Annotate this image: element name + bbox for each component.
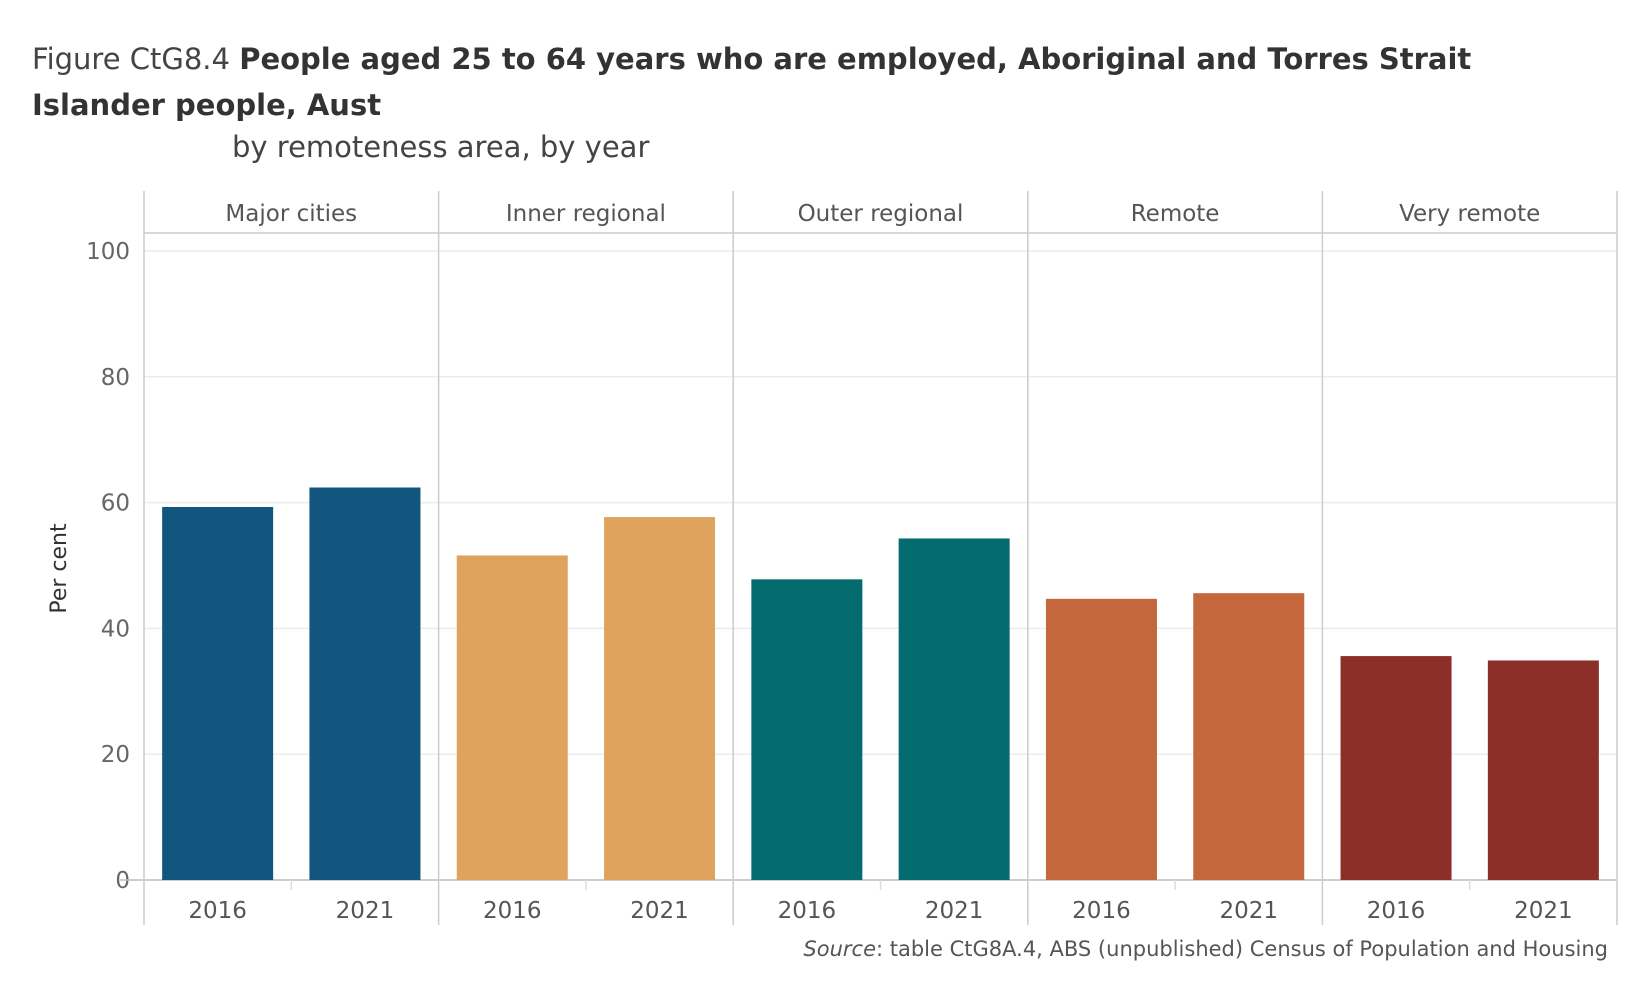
x-tick-label: 2021 bbox=[1514, 898, 1573, 924]
y-tick-label: 0 bbox=[115, 868, 130, 894]
y-tick-label: 60 bbox=[101, 491, 130, 517]
source-note: Source: table CtG8A.4, ABS (unpublished)… bbox=[803, 937, 1608, 961]
bar bbox=[309, 487, 421, 880]
bar bbox=[1487, 660, 1599, 880]
x-tick-label: 2016 bbox=[188, 898, 247, 924]
figure-number: Figure CtG8.4 bbox=[32, 42, 230, 76]
panel-header-label: Remote bbox=[1131, 201, 1220, 227]
y-tick-label: 100 bbox=[86, 239, 130, 265]
panel-header-label: Outer regional bbox=[798, 201, 964, 227]
source-text: : table CtG8A.4, ABS (unpublished) Censu… bbox=[876, 937, 1608, 961]
x-tick-label: 2016 bbox=[1367, 898, 1426, 924]
panel-header-label: Major cities bbox=[225, 201, 357, 227]
y-tick-label: 80 bbox=[101, 365, 130, 391]
x-tick-label: 2016 bbox=[778, 898, 837, 924]
y-tick-label: 20 bbox=[101, 742, 130, 768]
bar bbox=[751, 579, 863, 880]
source-label: Source bbox=[803, 937, 876, 961]
panel-header-label: Very remote bbox=[1399, 201, 1540, 227]
chart-title-block: Figure CtG8.4 People aged 25 to 64 years… bbox=[32, 36, 1592, 128]
x-tick-label: 2021 bbox=[925, 898, 984, 924]
bar bbox=[456, 555, 568, 880]
title-text: People aged 25 to 64 years who are emplo… bbox=[32, 42, 1472, 122]
y-tick-label: 40 bbox=[101, 616, 130, 642]
chart-title: Figure CtG8.4 People aged 25 to 64 years… bbox=[32, 36, 1592, 128]
x-tick-label: 2021 bbox=[630, 898, 689, 924]
bar bbox=[1340, 656, 1452, 880]
x-tick-label: 2021 bbox=[336, 898, 395, 924]
x-tick-label: 2016 bbox=[483, 898, 542, 924]
x-tick-label: 2016 bbox=[1072, 898, 1131, 924]
x-tick-label: 2021 bbox=[1219, 898, 1278, 924]
bar bbox=[898, 538, 1010, 880]
bar bbox=[1045, 598, 1157, 880]
chart-subtitle: by remoteness area, by year bbox=[232, 130, 650, 164]
bar bbox=[604, 517, 716, 880]
bar bbox=[1193, 593, 1305, 880]
y-axis-label: Per cent bbox=[47, 523, 72, 614]
panel-header-label: Inner regional bbox=[506, 201, 666, 227]
bar bbox=[162, 507, 274, 880]
